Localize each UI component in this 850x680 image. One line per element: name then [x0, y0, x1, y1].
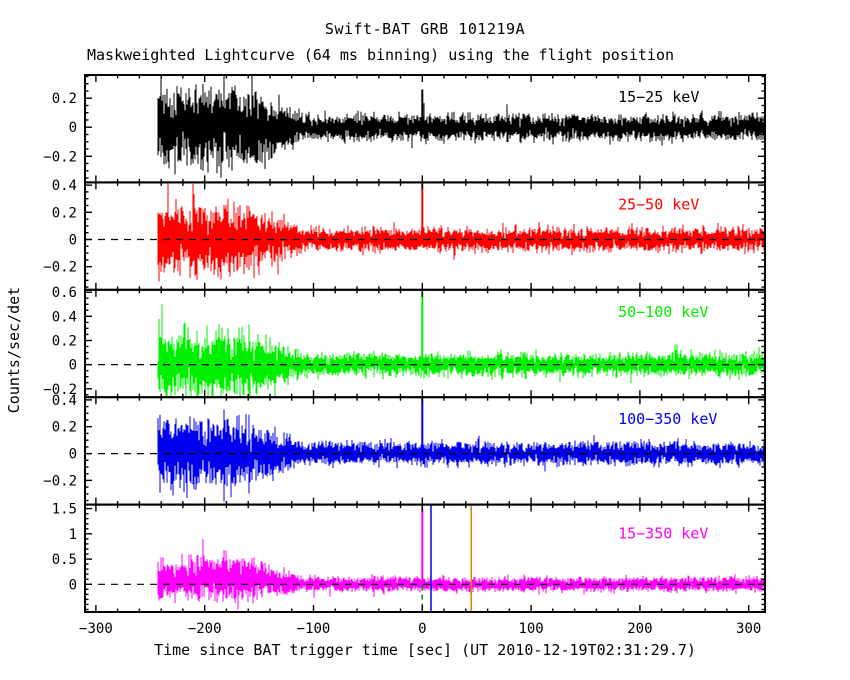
y-tick-label: 1	[69, 527, 77, 543]
y-axis-label: Counts/sec/det	[5, 286, 23, 414]
x-axis-label: Time since BAT trigger time [sec] (UT 20…	[154, 641, 696, 659]
band-label-3: 100−350 keV	[618, 410, 717, 428]
y-tick-label: −0.2	[43, 260, 77, 276]
x-tick-label: 300	[736, 621, 761, 637]
band-label-2: 50−100 keV	[618, 303, 708, 321]
y-tick-label: 0.5	[52, 552, 77, 568]
y-tick-label: −0.2	[43, 149, 77, 165]
y-tick-label: −0.2	[43, 473, 77, 489]
y-tick-label: 0	[69, 358, 77, 374]
x-tick-label: −300	[79, 621, 113, 637]
x-tick-label: 200	[627, 621, 652, 637]
figure-title: Swift-BAT GRB 101219A	[324, 20, 526, 38]
band-label-4: 15−350 keV	[618, 525, 708, 543]
y-tick-label: 0.2	[52, 91, 77, 107]
y-tick-label: 0.2	[52, 334, 77, 350]
y-tick-label: −0.2	[43, 382, 77, 398]
x-tick-label: −100	[297, 621, 331, 637]
y-tick-label: 0.4	[52, 393, 77, 409]
noise-trace-2	[157, 304, 766, 398]
y-tick-label: 0	[69, 447, 77, 463]
noise-trace-3	[157, 409, 766, 502]
noise-trace-0	[157, 75, 766, 178]
x-tick-label: 100	[518, 621, 543, 637]
band-label-1: 25−50 keV	[618, 195, 699, 213]
figure-subtitle: Maskweighted Lightcurve (64 ms binning) …	[87, 46, 674, 64]
noise-trace-4	[157, 539, 766, 610]
y-tick-label: 0.4	[52, 178, 77, 194]
y-tick-label: 0	[69, 120, 77, 136]
band-label-0: 15−25 keV	[618, 88, 699, 106]
y-tick-label: 1.5	[52, 502, 77, 518]
y-tick-label: 0	[69, 233, 77, 249]
y-tick-label: 0.6	[52, 285, 77, 301]
y-tick-label: 0	[69, 577, 77, 593]
y-tick-label: 0.4	[52, 309, 77, 325]
panel-frame-4	[84, 503, 766, 614]
x-tick-label: 0	[418, 621, 426, 637]
y-tick-label: 0.2	[52, 420, 77, 436]
x-tick-label: −200	[188, 621, 222, 637]
y-tick-label: 0.2	[52, 205, 77, 221]
